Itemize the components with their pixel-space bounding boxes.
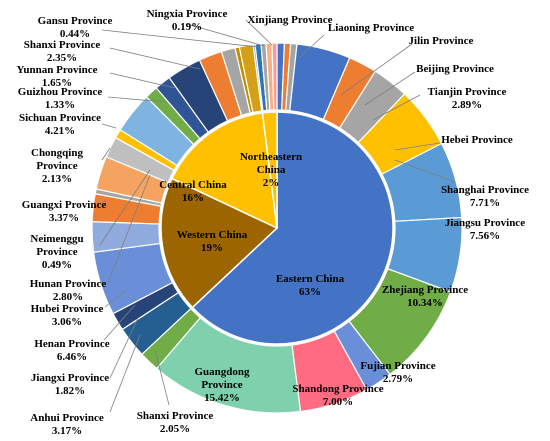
outer-label-sichuan-province-23: Sichuan Province 4.21% <box>19 112 101 137</box>
outer-label-hubei-province-18: Hubei Province 3.06% <box>31 303 104 328</box>
outer-label-hebei-province-7: Hebei Province <box>441 134 513 146</box>
inner-label-northeastern-china: Northeastern China 2% <box>240 151 302 189</box>
outer-label-shanxi-province-14: Shanxi Province 2.05% <box>137 410 214 435</box>
outer-label-henan-province-17: Henan Province 6.46% <box>34 338 109 363</box>
outer-label-hunan-province-19: Hunan Province 2.80% <box>30 278 107 303</box>
leader-line-yunnan-province-25 <box>109 72 176 89</box>
leader-line-guizhou-province-24 <box>107 96 166 103</box>
leader-line-guangxi-province-21 <box>103 199 107 206</box>
leader-lines <box>99 19 456 413</box>
inner-label-western-china: Western China 19% <box>177 229 248 254</box>
outer-label-shandong-province-12: Shandong Province 7.00% <box>292 383 383 408</box>
outer-slice-segment-35 <box>271 42 278 111</box>
inner-slice-western-china <box>160 177 279 309</box>
leader-line-jilin-province-4 <box>340 43 413 96</box>
leader-line-hubei-province-18 <box>104 289 127 308</box>
outer-label-jiangxi-province-16: Jiangxi Province 1.82% <box>31 372 109 397</box>
outer-label-chongqing-province-22: Chongqing Province 2.13% <box>31 147 83 185</box>
inner-label-central-china: Central China 16% <box>159 179 227 204</box>
leader-line-henan-province-17 <box>103 304 136 341</box>
leader-line-hebei-province-7 <box>394 142 441 151</box>
outer-label-beijing-province-5: Beijing Province <box>416 63 494 75</box>
outer-label-yunnan-province-25: Yunnan Province 1.65% <box>17 64 98 89</box>
leader-line-anhui-province-15 <box>109 334 141 413</box>
labels: Gansu Province 0.44% Ningxia Province 0.19%… <box>17 8 530 437</box>
outer-label-zhejiang-province-10: Zhejiang Province 10.34% <box>382 284 468 309</box>
outer-label-anhui-province-15: Anhui Province 3.17% <box>30 412 104 437</box>
leader-line-shanghai-province-8 <box>394 159 456 183</box>
inner-label-eastern-china: Eastern China 63% <box>276 273 345 298</box>
outer-label-ningxia-province-1: Ningxia Province 0.19% <box>147 8 228 33</box>
outer-label-guangxi-province-21: Guangxi Province 3.37% <box>22 199 107 224</box>
leader-line-gansu-province-0 <box>101 29 259 48</box>
inner-slice-eastern-china <box>191 111 394 345</box>
leader-line-hunan-province-19 <box>107 174 151 284</box>
leader-line-sichuan-province-23 <box>101 123 117 129</box>
outer-label-guangdong-province-13: Guangdong Province 15.42% <box>194 366 250 404</box>
inner-ring: Eastern China 63% Western China 19% Central … <box>159 111 394 345</box>
leader-line-chongqing-province-22 <box>101 147 111 161</box>
leader-line-ningxia-province-1 <box>186 23 265 47</box>
inner-slice-northeastern-china <box>261 111 278 229</box>
outer-label-fujian-province-11: Fujian Province 2.79% <box>360 360 435 385</box>
outer-label-tianjin-province-6: Tianjin Province 2.89% <box>428 86 507 111</box>
leader-line-neimenggu-province-20 <box>99 169 151 246</box>
leader-line-shanxi-province-14 <box>154 349 170 406</box>
outer-label-jilin-province-4: Jilin Province <box>409 35 474 47</box>
outer-label-gansu-province-0: Gansu Province 0.44% <box>38 15 113 40</box>
inner-slice-central-china <box>171 112 278 230</box>
outer-label-guizhou-province-24: Guizhou Province 1.33% <box>18 86 103 111</box>
leader-line-tianjin-province-6 <box>372 94 421 121</box>
leader-line-shanxi-province-26 <box>109 47 201 70</box>
leader-line-xinjiang-province-2 <box>245 19 273 46</box>
leader-line-liaoning-province-3 <box>298 34 325 59</box>
outer-label-shanghai-province-8: Shanghai Province 7.71% <box>441 184 529 209</box>
outer-label-neimenggu-province-20: Neimenggu Province 0.49% <box>30 233 83 271</box>
outer-label-xinjiang-province-2: Xinjiang Province <box>247 14 332 26</box>
outer-label-liaoning-province-3: Liaoning Province <box>328 22 414 34</box>
leader-line-beijing-province-5 <box>364 71 416 106</box>
leader-line-jiangxi-province-16 <box>109 317 139 379</box>
outer-label-shanxi-province-26: Shanxi Province 2.35% <box>24 39 101 64</box>
outer-label-jiangsu-province-9: Jiangsu Province 7.56% <box>445 217 525 242</box>
